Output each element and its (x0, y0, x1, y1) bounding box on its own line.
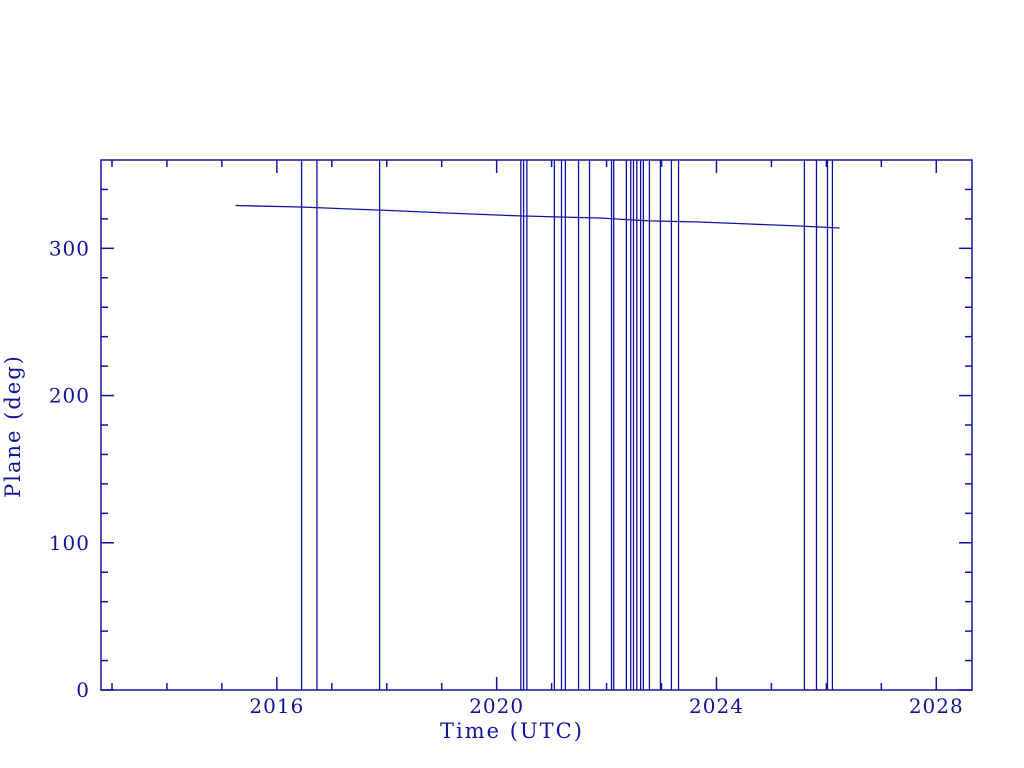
x-tick-label: 2028 (909, 694, 964, 718)
x-tick-label: 2024 (689, 694, 744, 718)
y-tick-label: 100 (49, 531, 90, 555)
plot-frame (100, 159, 973, 691)
x-tick-label: 2020 (469, 694, 524, 718)
plane-angle-trace (235, 204, 840, 229)
y-axis-title: Plane (deg) (1, 354, 25, 498)
x-axis-title: Time (UTC) (440, 719, 584, 743)
y-tick-label: 0 (76, 678, 90, 702)
y-tick-label: 200 (49, 384, 90, 408)
y-tick-label: 300 (49, 236, 90, 260)
x-tick-label: 2016 (249, 694, 304, 718)
